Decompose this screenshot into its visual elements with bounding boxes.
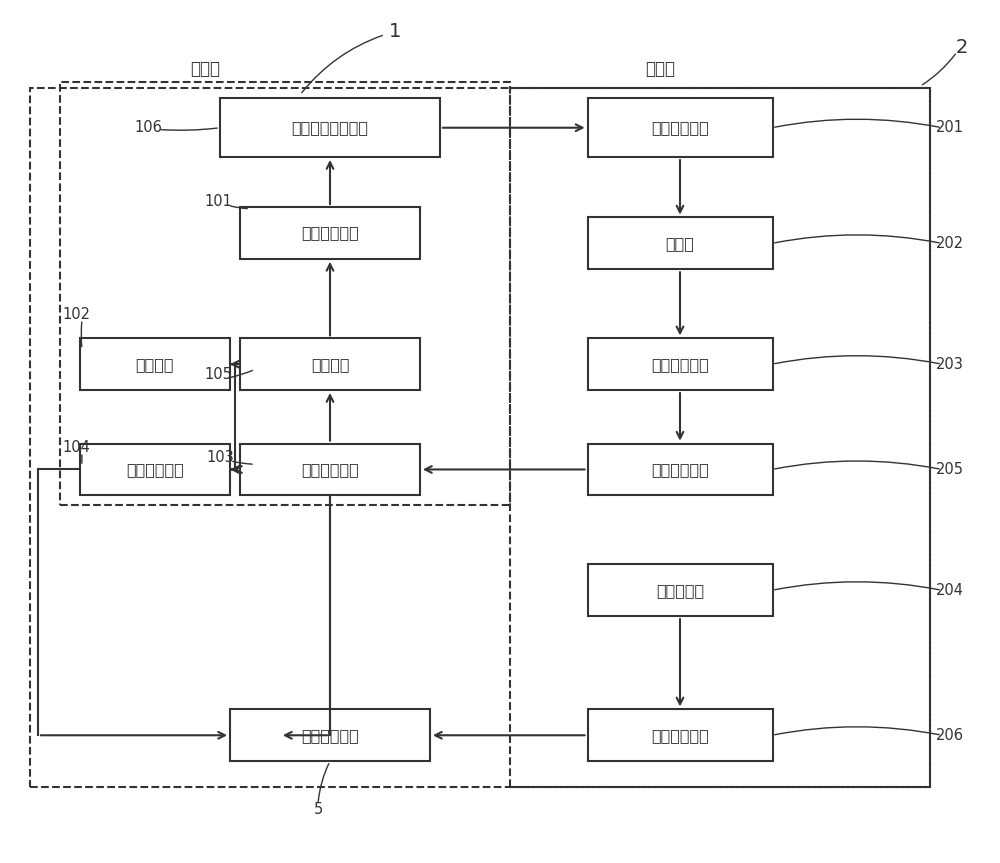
Bar xyxy=(588,217,772,269)
Text: 205: 205 xyxy=(936,462,964,477)
Text: 第二通信模块: 第二通信模块 xyxy=(126,462,184,477)
Bar xyxy=(240,338,420,390)
Text: 201: 201 xyxy=(936,120,964,135)
Bar xyxy=(588,709,772,761)
Text: 5: 5 xyxy=(313,802,323,817)
Text: 电池组: 电池组 xyxy=(666,236,694,251)
Text: 充电机: 充电机 xyxy=(190,60,220,78)
Bar xyxy=(230,709,430,761)
Text: 充电模块: 充电模块 xyxy=(311,356,349,372)
Bar xyxy=(510,88,930,787)
Text: 第二充电接口: 第二充电接口 xyxy=(651,120,709,135)
Text: 1: 1 xyxy=(389,22,401,41)
Bar xyxy=(80,444,230,495)
Text: 第四通信模块: 第四通信模块 xyxy=(651,728,709,743)
Text: 105: 105 xyxy=(204,367,232,382)
Text: 远程监控系统: 远程监控系统 xyxy=(301,728,359,743)
Bar xyxy=(240,444,420,495)
Bar xyxy=(588,338,772,390)
Text: 106: 106 xyxy=(134,120,162,135)
Text: 电池筱: 电池筱 xyxy=(645,60,675,78)
Bar xyxy=(80,338,230,390)
Text: 2: 2 xyxy=(956,38,968,57)
Text: 103: 103 xyxy=(206,450,234,465)
Text: 电池管理单元: 电池管理单元 xyxy=(651,356,709,372)
Text: 202: 202 xyxy=(936,236,964,251)
Text: 203: 203 xyxy=(936,356,964,372)
Text: 104: 104 xyxy=(62,439,90,455)
Text: 第三通信模块: 第三通信模块 xyxy=(651,462,709,477)
Text: 101: 101 xyxy=(204,194,232,210)
Bar xyxy=(588,444,772,495)
Bar xyxy=(60,82,510,505)
Text: 烟雾报警器: 烟雾报警器 xyxy=(656,583,704,598)
Bar xyxy=(588,98,772,157)
Text: 第一通信模块: 第一通信模块 xyxy=(301,462,359,477)
Text: 第一充电接口: 第一充电接口 xyxy=(301,225,359,241)
Bar xyxy=(30,88,930,787)
Bar xyxy=(220,98,440,157)
Bar xyxy=(588,564,772,616)
Text: 显示模块: 显示模块 xyxy=(136,356,174,372)
Text: 102: 102 xyxy=(62,306,90,322)
Text: 206: 206 xyxy=(936,728,964,743)
Text: 充电机输出连接器: 充电机输出连接器 xyxy=(292,120,368,135)
Text: 204: 204 xyxy=(936,583,964,598)
Bar xyxy=(240,207,420,259)
